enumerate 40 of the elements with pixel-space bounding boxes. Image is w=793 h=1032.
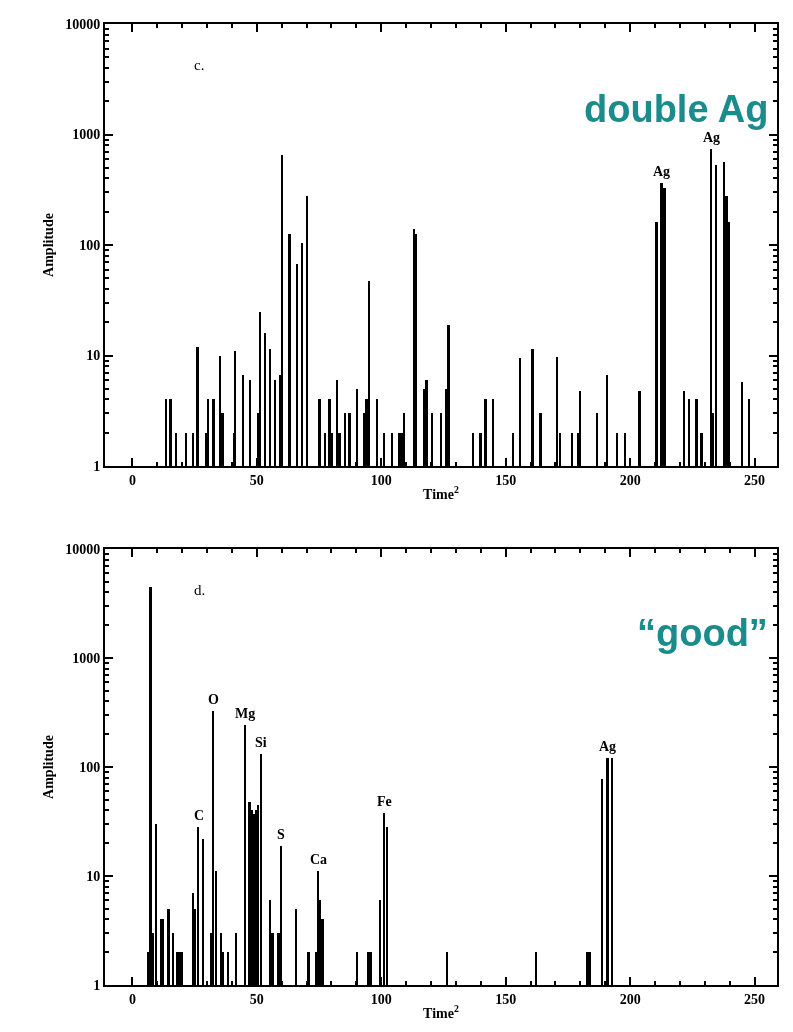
y-tick-label: 10 [86, 868, 101, 884]
y-tick-label: 1000 [72, 127, 101, 143]
x-tick-label: 50 [249, 991, 264, 1007]
y-tick-label: 10000 [65, 541, 101, 557]
y-axis-title: Amplitude [41, 735, 57, 799]
y-axis-title: Amplitude [41, 213, 57, 277]
x-tick-label: 0 [128, 991, 136, 1007]
annotation: Fe [377, 794, 392, 809]
annotation: C [194, 808, 205, 823]
annotation: O [208, 692, 219, 707]
annotation: Ag [653, 164, 671, 179]
x-tick-label: 200 [619, 472, 641, 488]
y-tick-label: 1000 [72, 650, 101, 666]
x-tick-label: 150 [495, 991, 517, 1007]
x-tick-label: 50 [249, 472, 264, 488]
y-tick-label: 1 [93, 458, 101, 474]
annotation: Mg [235, 706, 256, 721]
x-tick-label: 0 [128, 472, 136, 488]
annotation: Ag [703, 130, 721, 145]
x-tick-label: 250 [744, 472, 766, 488]
y-tick-label: 100 [79, 759, 101, 775]
annotation: Si [255, 735, 267, 750]
annotation: double Ag [584, 88, 769, 130]
annotation: Ca [310, 852, 328, 867]
y-tick-label: 100 [79, 237, 101, 253]
annotation: c. [194, 57, 205, 73]
annotation: “good” [637, 612, 768, 654]
annotation: S [277, 827, 285, 842]
x-tick-label: 100 [370, 472, 392, 488]
x-tick-label: 150 [495, 472, 517, 488]
x-tick-label: 200 [619, 991, 641, 1007]
annotation: Ag [599, 739, 617, 754]
y-tick-label: 10 [86, 348, 101, 364]
x-axis-title: Time$^{2}$ [423, 483, 459, 502]
y-tick-label: 1 [93, 977, 101, 993]
annotation: d. [194, 582, 206, 598]
x-axis-title: Time$^{2}$ [423, 1002, 459, 1021]
x-tick-label: 250 [744, 991, 766, 1007]
x-tick-label: 100 [370, 991, 392, 1007]
y-tick-label: 10000 [65, 16, 101, 32]
